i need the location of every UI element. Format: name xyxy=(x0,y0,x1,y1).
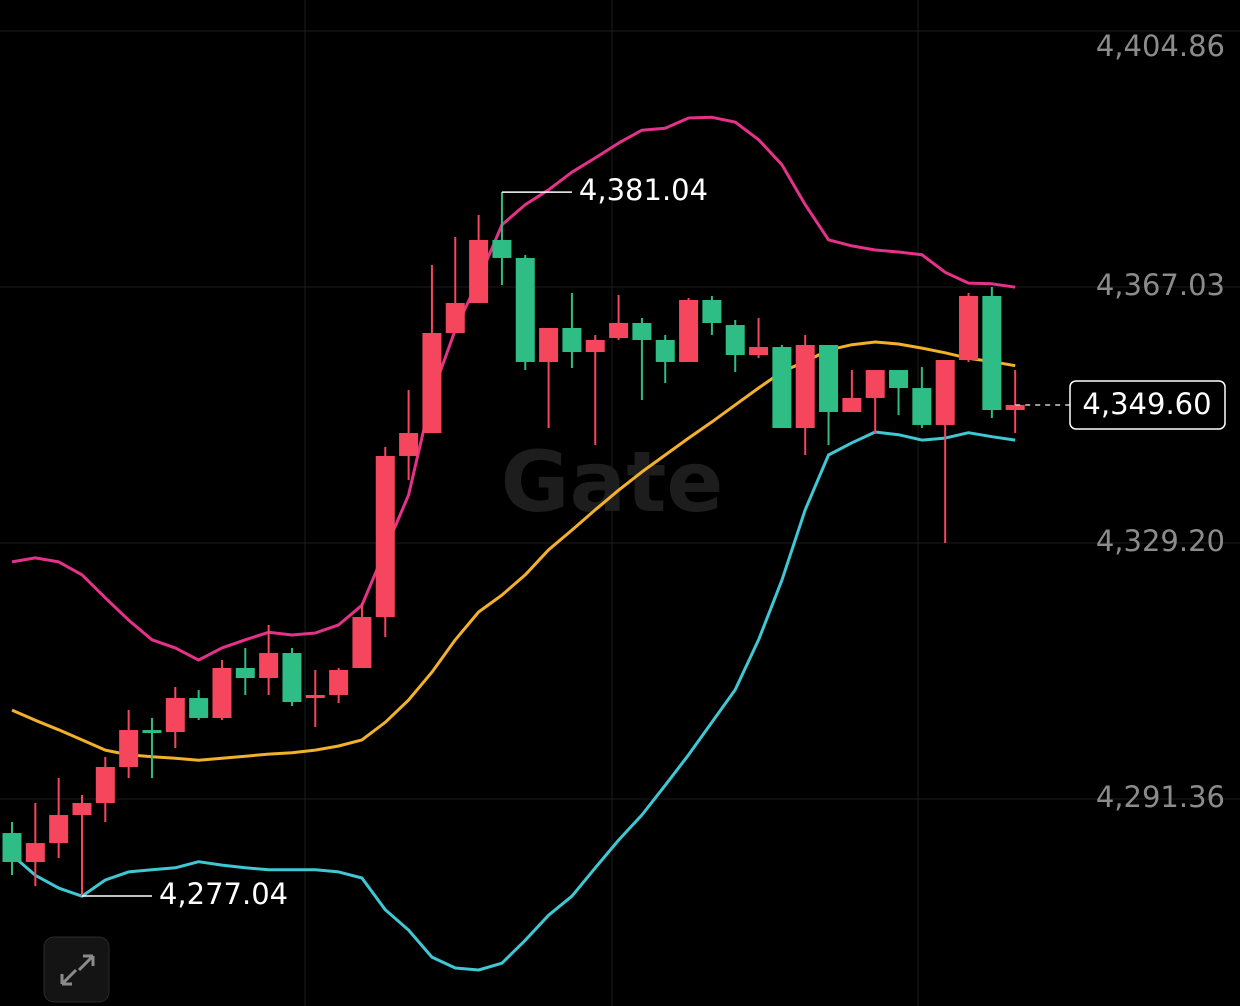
candle-body xyxy=(445,302,465,334)
band-line xyxy=(11,115,1016,662)
candle-body xyxy=(469,239,489,303)
candle-body xyxy=(282,653,302,703)
candle-body xyxy=(142,730,162,734)
expand-icon xyxy=(60,954,95,986)
candle-body xyxy=(562,328,582,353)
last-price-box xyxy=(1069,380,1226,430)
candle-body xyxy=(889,370,909,389)
candle-body xyxy=(2,833,22,862)
candle-body xyxy=(212,667,232,718)
candle-body xyxy=(725,325,745,356)
candle-body xyxy=(189,698,209,718)
expand-box[interactable] xyxy=(43,936,110,1003)
candle-body xyxy=(679,299,699,362)
candle-body xyxy=(399,433,419,456)
candle-body xyxy=(585,339,605,353)
candle-body xyxy=(119,730,139,767)
band-line xyxy=(11,430,1016,972)
candle-body xyxy=(515,257,535,362)
candle-body xyxy=(72,802,92,816)
candle-body xyxy=(749,347,769,356)
candle-body xyxy=(912,388,932,425)
candle-body xyxy=(1005,404,1025,411)
candle-body xyxy=(655,339,675,362)
candle-body xyxy=(842,397,862,412)
candle-body xyxy=(25,843,45,862)
y-tick-label: 4,329.20 xyxy=(1096,524,1225,558)
watermark: Gate xyxy=(501,433,724,531)
candle-body xyxy=(632,322,652,340)
y-tick-label: 4,367.03 xyxy=(1096,268,1225,302)
candle-body xyxy=(819,344,839,412)
plot: 4,404.86 4,367.03 4,329.20 4,291.36 4,381.04… xyxy=(0,29,1240,972)
candle-body xyxy=(259,653,279,678)
annotation-label: 4,277.04 xyxy=(159,877,288,911)
last-price-label: 4,349.60 xyxy=(1082,387,1211,421)
candle-body xyxy=(165,698,185,732)
candle-body xyxy=(352,617,372,668)
candle-body xyxy=(982,295,1002,411)
candle-body xyxy=(795,344,815,429)
candle-body xyxy=(95,766,115,803)
y-tick-label: 4,291.36 xyxy=(1096,780,1225,814)
candle-body xyxy=(539,328,559,362)
y-tick-label: 4,404.86 xyxy=(1096,29,1225,63)
expand-button[interactable] xyxy=(43,936,110,1003)
candle-body xyxy=(772,347,792,429)
candle-body xyxy=(305,694,325,699)
band-line xyxy=(11,340,1016,762)
annotation-label: 4,381.04 xyxy=(579,173,708,207)
candle-body xyxy=(422,333,442,434)
candle-body xyxy=(492,239,512,258)
candle-body xyxy=(865,370,885,398)
candle-body xyxy=(375,455,395,618)
candle-body xyxy=(49,815,69,844)
candle-body xyxy=(609,322,629,339)
candle-body xyxy=(702,299,722,323)
candle-body xyxy=(959,295,979,361)
candle-body xyxy=(235,667,255,678)
candle-body xyxy=(935,360,955,425)
candle-body xyxy=(329,670,349,695)
